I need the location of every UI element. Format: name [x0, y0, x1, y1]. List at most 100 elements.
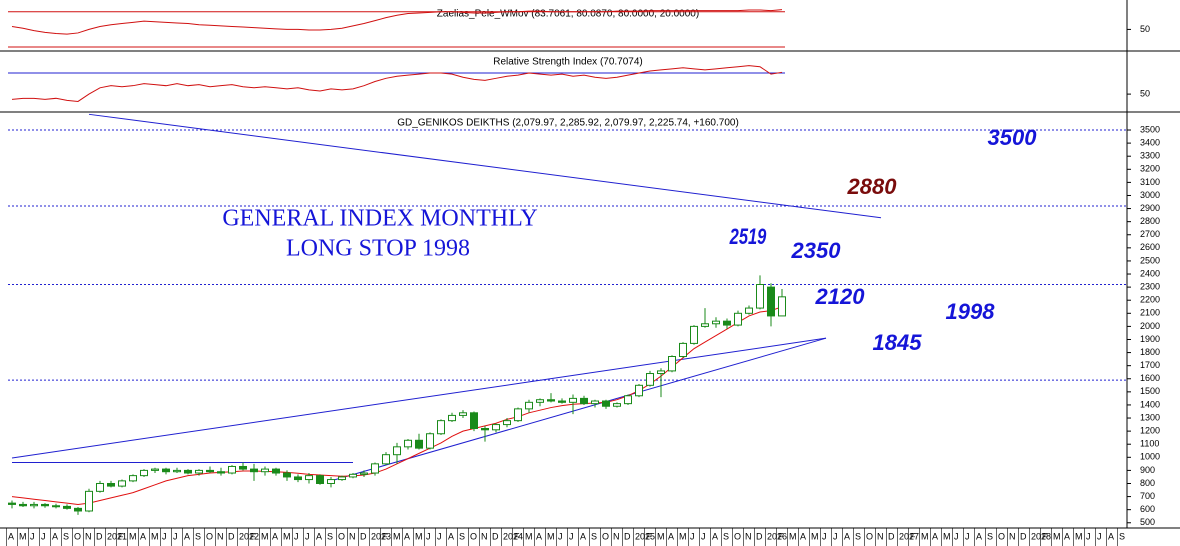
x-tick-label: A	[316, 531, 322, 541]
candle-body	[19, 503, 27, 507]
x-tick-label: J	[701, 531, 706, 541]
x-tick-label: S	[591, 531, 597, 541]
candle-body	[140, 469, 148, 477]
x-tick-label: A	[404, 531, 410, 541]
y-tick-label: 2200	[1140, 295, 1160, 305]
candle-body	[206, 469, 214, 473]
x-tick-label: M	[789, 531, 797, 541]
x-tick-label: O	[206, 531, 213, 541]
x-tick-label: D	[360, 531, 367, 541]
annotation: 2350	[791, 238, 842, 263]
annotation: LONG STOP 1998	[286, 236, 470, 262]
x-tick-label: F	[1042, 531, 1048, 541]
y-tick-label: 1900	[1140, 334, 1160, 344]
x-tick-label: M	[261, 531, 269, 541]
y-tick-label: 2400	[1140, 268, 1160, 278]
y-tick-label: 3000	[1140, 190, 1160, 200]
x-tick-label: A	[580, 531, 586, 541]
y-tick-label: 2000	[1140, 321, 1160, 331]
x-tick-label: N	[613, 531, 620, 541]
y-tick-label: 1700	[1140, 360, 1160, 370]
x-tick-label: J	[690, 531, 695, 541]
x-tick-label: F	[778, 531, 784, 541]
y-tick-label: 500	[1140, 517, 1155, 527]
y-tick-label: 2300	[1140, 281, 1160, 291]
y-tick-label: 600	[1140, 504, 1155, 514]
candle-body	[217, 471, 225, 474]
x-tick-label: F	[118, 531, 124, 541]
candle-body	[723, 320, 731, 326]
x-tick-label: F	[250, 531, 256, 541]
candle-body	[426, 433, 434, 449]
x-tick-label: S	[987, 531, 993, 541]
annotation: 2880	[847, 174, 898, 199]
x-tick-label: J	[954, 531, 959, 541]
x-tick-label: O	[338, 531, 345, 541]
candle-body	[371, 463, 379, 474]
x-tick-label: A	[976, 531, 982, 541]
candle-body	[239, 465, 247, 470]
x-tick-label: J	[965, 531, 970, 541]
x-tick-label: S	[327, 531, 333, 541]
y-tick-label: 3100	[1140, 177, 1160, 187]
x-tick-label: N	[1009, 531, 1016, 541]
x-tick-label: M	[129, 531, 137, 541]
x-tick-label: J	[305, 531, 310, 541]
annotation: 1998	[946, 299, 996, 324]
candle-body	[591, 400, 599, 405]
x-tick-label: D	[756, 531, 763, 541]
y-tick-label: 800	[1140, 478, 1155, 488]
x-tick-label: M	[1053, 531, 1061, 541]
candle-body	[382, 454, 390, 465]
x-tick-label: A	[844, 531, 850, 541]
x-tick-label: A	[52, 531, 58, 541]
candle-body	[404, 439, 412, 448]
y-tick-label: 1400	[1140, 399, 1160, 409]
annotation: 2519	[729, 225, 767, 250]
candle-body	[316, 475, 324, 484]
candle-body	[173, 469, 181, 473]
x-tick-label: A	[668, 531, 674, 541]
x-tick-label: A	[712, 531, 718, 541]
y-tick-label: 3200	[1140, 164, 1160, 174]
y-tick-label: 3300	[1140, 151, 1160, 161]
y-tick-label: 1500	[1140, 386, 1160, 396]
candle-body	[701, 323, 709, 327]
candle-body	[712, 320, 720, 325]
candle-body	[734, 312, 742, 326]
x-tick-label: A	[140, 531, 146, 541]
candle-body	[261, 468, 269, 473]
indicator-line	[11, 9, 783, 35]
x-tick-label: J	[1097, 531, 1102, 541]
x-tick-label: M	[283, 531, 291, 541]
panel-title: GD_GENIKOS DEIKTHS (2,079.97, 2,285.92, …	[397, 118, 739, 129]
y-tick-label: 1600	[1140, 373, 1160, 383]
x-tick-label: 2021	[107, 531, 127, 541]
candle-body	[547, 399, 555, 402]
candle-body	[360, 472, 368, 475]
x-tick-label: A	[1064, 531, 1070, 541]
x-tick-label: A	[448, 531, 454, 541]
annotation: 2120	[815, 284, 866, 309]
x-tick-label: J	[833, 531, 838, 541]
candle-body	[635, 384, 643, 397]
candle-body	[195, 469, 203, 474]
x-tick-label: M	[19, 531, 27, 541]
trend-line	[330, 337, 827, 482]
candle-body	[184, 469, 192, 474]
candle-body	[481, 428, 489, 431]
x-tick-label: M	[151, 531, 159, 541]
x-tick-label: J	[30, 531, 35, 541]
y-tick-label: 50	[1140, 24, 1150, 34]
candle-body	[327, 479, 335, 484]
x-tick-label: 2027	[899, 531, 919, 541]
candle-body	[613, 403, 621, 407]
candle-body	[437, 420, 445, 435]
trend-line	[88, 113, 882, 219]
x-tick-label: J	[558, 531, 563, 541]
candle-body	[30, 503, 38, 507]
candle-body	[74, 507, 82, 512]
candle-body	[668, 356, 676, 372]
